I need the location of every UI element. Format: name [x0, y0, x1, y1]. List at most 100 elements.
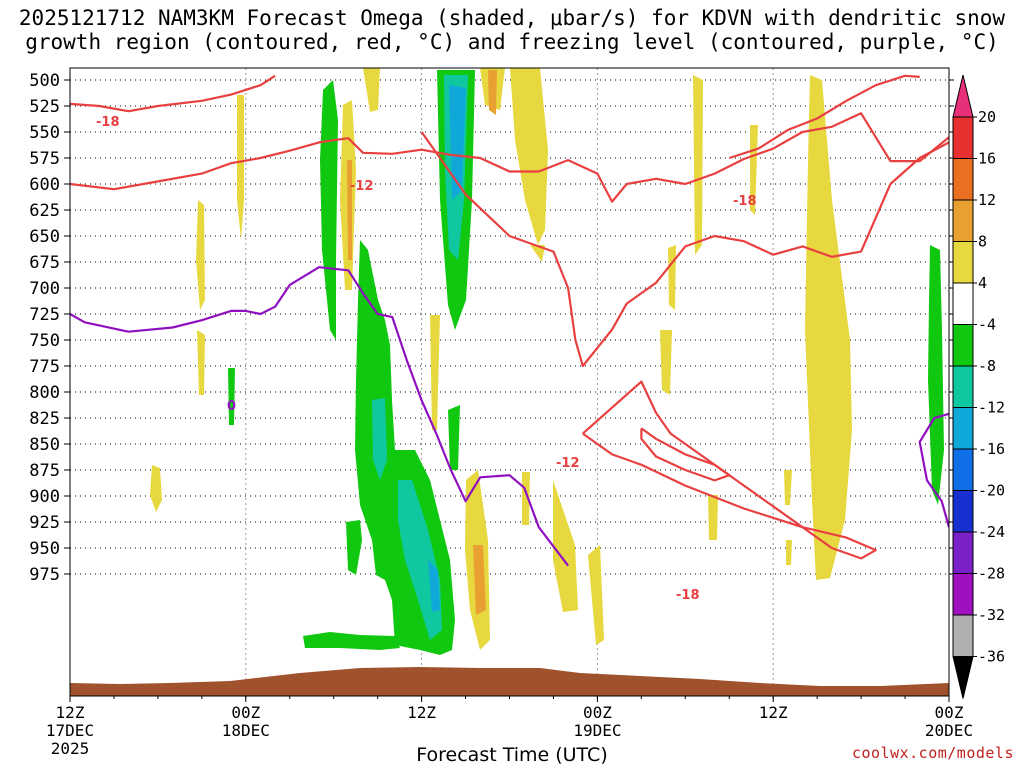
colorbar-top-triangle: [952, 74, 974, 118]
omega-positive-region: [750, 125, 758, 215]
y-tick-label: 725: [29, 305, 60, 325]
y-tick-label: 650: [29, 227, 60, 247]
colorbar-label: 8: [978, 233, 987, 251]
x-tick-date: 20DEC: [925, 721, 973, 740]
contour-line: [918, 412, 949, 528]
contour-line: [582, 380, 877, 560]
x-tick-date: 18DEC: [222, 721, 270, 740]
colorbar-label: -12: [978, 399, 1005, 417]
colorbar-box: [952, 324, 974, 367]
colorbar-label: -20: [978, 482, 1005, 500]
y-tick-label: 575: [29, 149, 60, 169]
contour-line: [640, 427, 731, 482]
y-tick-label: 700: [29, 279, 60, 299]
y-tick-label: 750: [29, 331, 60, 351]
y-axis: 500 525 550 575 600 625 650 675 700 725 750 775 800 8…: [29, 71, 954, 585]
omega-positive-region: [805, 75, 852, 580]
y-tick-label: 925: [29, 513, 60, 533]
omega-positive-region: [784, 470, 792, 505]
omega-positive-region: [197, 330, 205, 395]
colorbar-label: -8: [978, 357, 996, 375]
x-tick-date: 17DEC: [46, 721, 94, 740]
y-tick-label: 800: [29, 383, 60, 403]
colorbar-label: 12: [978, 191, 996, 209]
omega-positive-region: [488, 70, 497, 115]
omega-negative-region: [448, 405, 460, 470]
x-tick-label: 00Z: [231, 703, 260, 722]
x-tick-label: 00Z: [935, 703, 964, 722]
colorbar-box: [952, 407, 974, 450]
omega-positive-region: [430, 315, 440, 430]
y-tick-label: 600: [29, 175, 60, 195]
colorbar-box: [952, 282, 974, 325]
omega-negative-region: [928, 245, 944, 505]
colorbar-label: -4: [978, 316, 996, 334]
omega-positive-region: [693, 75, 703, 255]
colorbar-label: -36: [978, 648, 1005, 666]
omega-positive-region: [150, 465, 162, 512]
omega-negative-region: [228, 368, 235, 425]
colorbar-box: [952, 490, 974, 533]
omega-positive-region: [347, 160, 352, 260]
x-tick-label: 12Z: [759, 703, 788, 722]
contour-line: [70, 112, 949, 203]
chart-title-line-2: growth region (contoured, red, °C) and f…: [25, 30, 999, 54]
omega-positive-region: [786, 540, 792, 565]
colorbar-label: -28: [978, 565, 1005, 583]
contour-line: [728, 74, 920, 160]
contour-label-purple: 0: [227, 399, 236, 414]
omega-positive-region: [237, 95, 244, 240]
x-axis-title: Forecast Time (UTC): [416, 744, 608, 766]
colorbar-box: [952, 365, 974, 408]
colorbar-box: [952, 573, 974, 616]
x-tick-label: 00Z: [583, 703, 612, 722]
colorbar-bottom-triangle: [952, 656, 974, 699]
omega-negative-region: [449, 85, 466, 200]
contour-line: [420, 131, 949, 368]
contour-line: [70, 74, 276, 113]
y-tick-label: 675: [29, 253, 60, 273]
x-tick-label: 12Z: [56, 703, 85, 722]
omega-negative-region: [398, 480, 442, 640]
colorbar-box: [952, 158, 974, 201]
x-tick-year: 2025: [51, 739, 90, 758]
contour-label-red: -18: [96, 115, 120, 130]
x-tick-date: 19DEC: [573, 721, 621, 740]
colorbar-box: [952, 614, 974, 657]
colorbar-box: [952, 241, 974, 284]
y-tick-label: 975: [29, 565, 60, 585]
y-tick-label: 950: [29, 539, 60, 559]
y-tick-label: 550: [29, 123, 60, 143]
colorbar-label: 16: [978, 150, 996, 168]
omega-positive-region: [530, 245, 545, 262]
omega-negative-region: [303, 632, 400, 650]
colorbar-label: 4: [978, 274, 987, 292]
colorbar-label: -16: [978, 440, 1005, 458]
omega-positive-region: [510, 68, 548, 245]
colorbar: 20 16 12 8 4 -4 -8 -12 -16 -20 -24 -28 -32 -36: [952, 74, 1005, 699]
omega-positive-region: [473, 545, 486, 615]
colorbar-box: [952, 116, 974, 159]
colorbar-label: -24: [978, 523, 1005, 541]
y-tick-label: 900: [29, 487, 60, 507]
omega-positive-region: [660, 330, 672, 395]
contour-label-red: -18: [676, 588, 700, 603]
omega-positive-region: [588, 545, 604, 645]
contour-label-red: -12: [350, 179, 374, 194]
chart-title-line-1: 2025121712 NAM3KM Forecast Omega (shaded…: [18, 6, 1006, 30]
contours: [70, 74, 949, 567]
colorbar-box: [952, 199, 974, 242]
contour-line: [70, 266, 569, 567]
y-tick-label: 500: [29, 71, 60, 91]
credit-text: coolwx.com/models: [851, 744, 1014, 762]
omega-negative-region: [428, 560, 440, 612]
contour-label-red: -18: [733, 194, 757, 209]
y-tick-label: 850: [29, 435, 60, 455]
colorbar-box: [952, 448, 974, 491]
y-tick-label: 525: [29, 97, 60, 117]
x-tick-label: 12Z: [407, 703, 436, 722]
omega-positive-region: [708, 495, 718, 540]
omega-positive-region: [522, 472, 530, 525]
